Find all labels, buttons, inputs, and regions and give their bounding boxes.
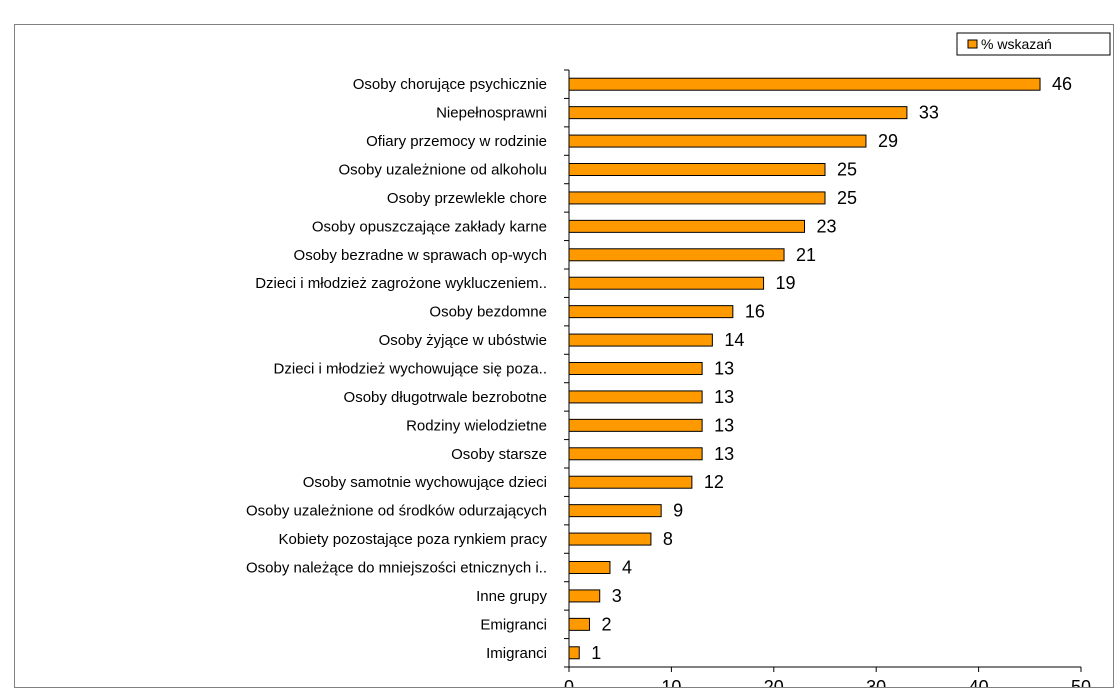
category-label: Osoby należące do mniejszości etnicznych… [246,560,547,577]
bar [568,561,611,574]
x-tick-label: 40 [969,677,989,687]
data-label: 8 [663,529,673,549]
category-label: Osoby długotrwale bezrobotne [344,389,547,406]
x-tick-label: 50 [1071,677,1091,687]
category-label: Osoby samotnie wychowujące dzieci [303,474,547,491]
x-tick-label: 10 [661,677,681,687]
bar [568,191,826,205]
data-label: 2 [601,614,611,634]
bar [568,362,703,375]
bar [568,447,703,461]
legend-swatch [967,39,978,49]
category-label: Osoby uzależnione od alkoholu [339,162,547,179]
bar [568,390,703,404]
data-label: 46 [1052,74,1072,94]
data-label: 21 [796,245,816,265]
data-label: 23 [817,216,837,236]
category-label: Osoby bezdomne [429,304,547,321]
x-tick-label: 20 [764,677,784,687]
category-label: Imigranci [486,645,547,662]
data-label: 25 [837,160,857,180]
category-label: Emigranci [480,616,547,633]
category-label: Niepełnosprawni [436,105,547,122]
legend: % wskazań [956,32,1111,56]
bar [568,219,806,233]
data-label: 33 [919,103,939,123]
x-tick-label: 30 [866,677,886,687]
category-label: Rodziny wielodzietne [406,417,547,434]
bar [568,532,652,546]
data-label: 19 [776,273,796,293]
category-label: Osoby bezradne w sprawach op-wych [294,247,547,264]
data-label: 13 [714,387,734,407]
category-label: Osoby uzależnione od środków odurzającyc… [246,503,547,520]
bar [568,248,785,262]
legend-box [956,32,1111,56]
bar [568,646,580,660]
data-label: 3 [612,586,622,606]
bar [568,475,693,489]
data-label: 13 [714,359,734,379]
category-label: Kobiety pozostające poza rynkiem pracy [279,531,548,548]
data-label: 12 [704,472,724,492]
category-label: Osoby starsze [451,446,547,463]
data-label: 29 [878,131,898,151]
category-label: Ofiary przemocy w rodzinie [366,133,547,150]
bar [568,163,826,176]
bar [568,418,703,432]
x-tick-label: 0 [564,677,574,687]
bar [568,276,765,290]
data-label: 4 [622,558,632,578]
data-label: 13 [714,415,734,435]
category-label: Inne grupy [476,588,547,605]
category-label: Dzieci i młodzież wychowujące się poza.. [274,361,547,378]
data-label: 14 [724,330,744,350]
data-label: 13 [714,444,734,464]
category-label: Osoby żyjące w ubóstwie [379,332,547,349]
bar [568,333,713,347]
data-label: 1 [591,643,601,663]
data-label: 25 [837,188,857,208]
bar [568,134,867,148]
bar [568,106,908,120]
category-label: Osoby przewlekle chore [387,190,547,207]
data-label: 9 [673,501,683,521]
bar-chart: Osoby chorujące psychicznie 46 Niepełnospr… [246,32,1111,687]
data-label: 16 [745,302,765,322]
bar [568,589,601,603]
chart-frame: Osoby chorujące psychicznie 46 Niepełnospr… [14,24,1114,688]
category-label: Osoby chorujące psychicznie [353,76,547,93]
bar [568,617,590,631]
legend-label: % wskazań [981,36,1052,52]
category-label: Dzieci i młodzież zagrożone wykluczeniem… [255,275,547,292]
bar [568,305,734,319]
bar [568,77,1041,91]
category-label: Osoby opuszczające zakłady karne [312,218,547,235]
bar [568,504,662,518]
